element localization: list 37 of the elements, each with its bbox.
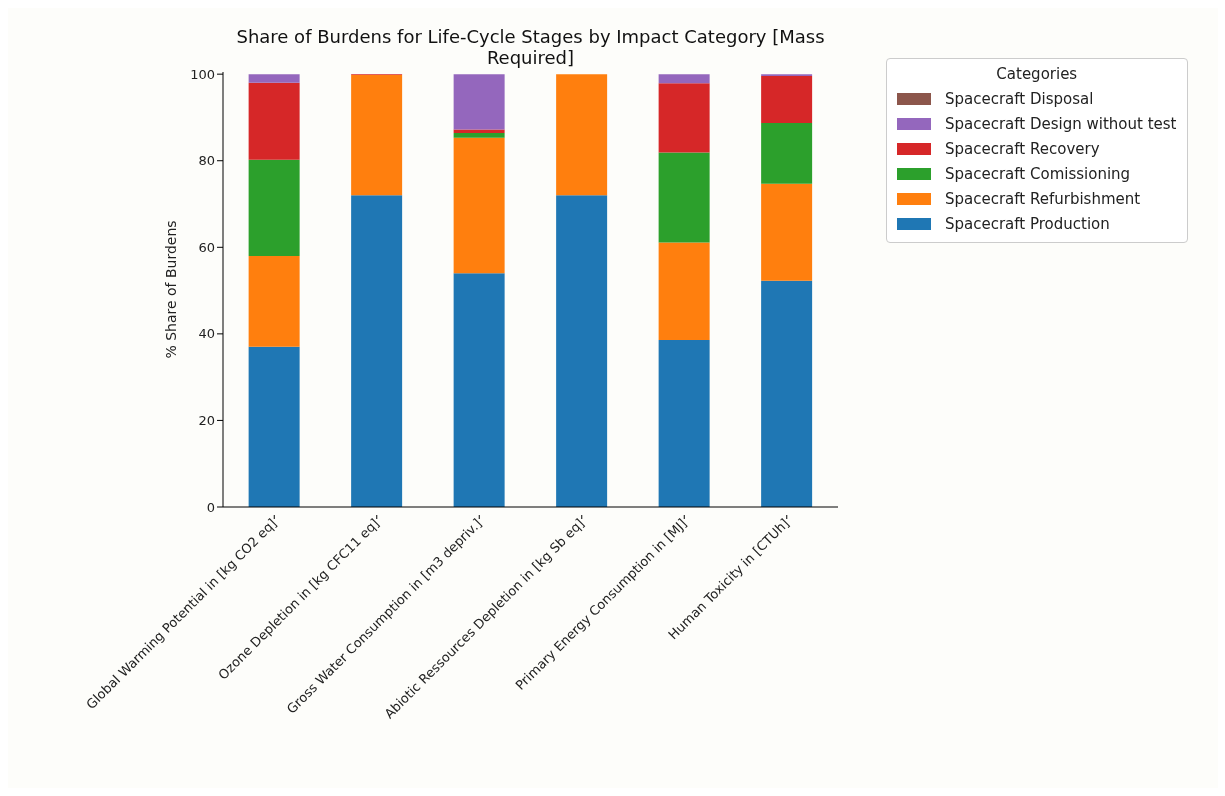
y-tick-label: 80 xyxy=(198,153,215,169)
bar xyxy=(658,339,710,507)
bar xyxy=(453,137,505,274)
bar xyxy=(453,133,505,138)
legend-label: Spacecraft Recovery xyxy=(945,139,1100,158)
bar xyxy=(761,280,813,507)
bar xyxy=(248,255,300,347)
bar xyxy=(658,74,710,84)
y-tick-label: 100 xyxy=(190,66,215,82)
chart-title: Share of Burdens for Life-Cycle Stages by Impact Category [Mass Required] xyxy=(235,26,826,68)
bar xyxy=(248,159,300,256)
bar xyxy=(556,74,608,196)
bar xyxy=(761,75,813,124)
bar xyxy=(761,123,813,184)
y-axis-title: % Share of Burdens xyxy=(162,220,179,359)
legend-label: Spacecraft Design without test xyxy=(945,114,1177,133)
bar xyxy=(556,195,608,507)
legend-label: Spacecraft Disposal xyxy=(945,89,1094,108)
y-tick-label: 60 xyxy=(198,239,215,255)
bar xyxy=(761,183,813,281)
bar xyxy=(453,273,505,507)
bar xyxy=(351,75,403,196)
y-tick-label: 40 xyxy=(198,326,215,342)
legend-label: Spacecraft Refurbishment xyxy=(945,189,1141,208)
bar xyxy=(351,195,403,507)
bar xyxy=(658,242,710,340)
bar xyxy=(248,82,300,160)
legend-label: Spacecraft Comissioning xyxy=(945,164,1131,183)
legend-title: Categories xyxy=(995,65,1079,83)
y-tick-label: 20 xyxy=(198,413,215,429)
bar xyxy=(658,152,710,243)
bar xyxy=(248,346,300,507)
legend-label: Spacecraft Production xyxy=(945,214,1110,233)
bar xyxy=(658,83,710,153)
bar xyxy=(453,74,505,130)
y-tick-label: 0 xyxy=(206,499,215,515)
bar xyxy=(248,74,300,83)
